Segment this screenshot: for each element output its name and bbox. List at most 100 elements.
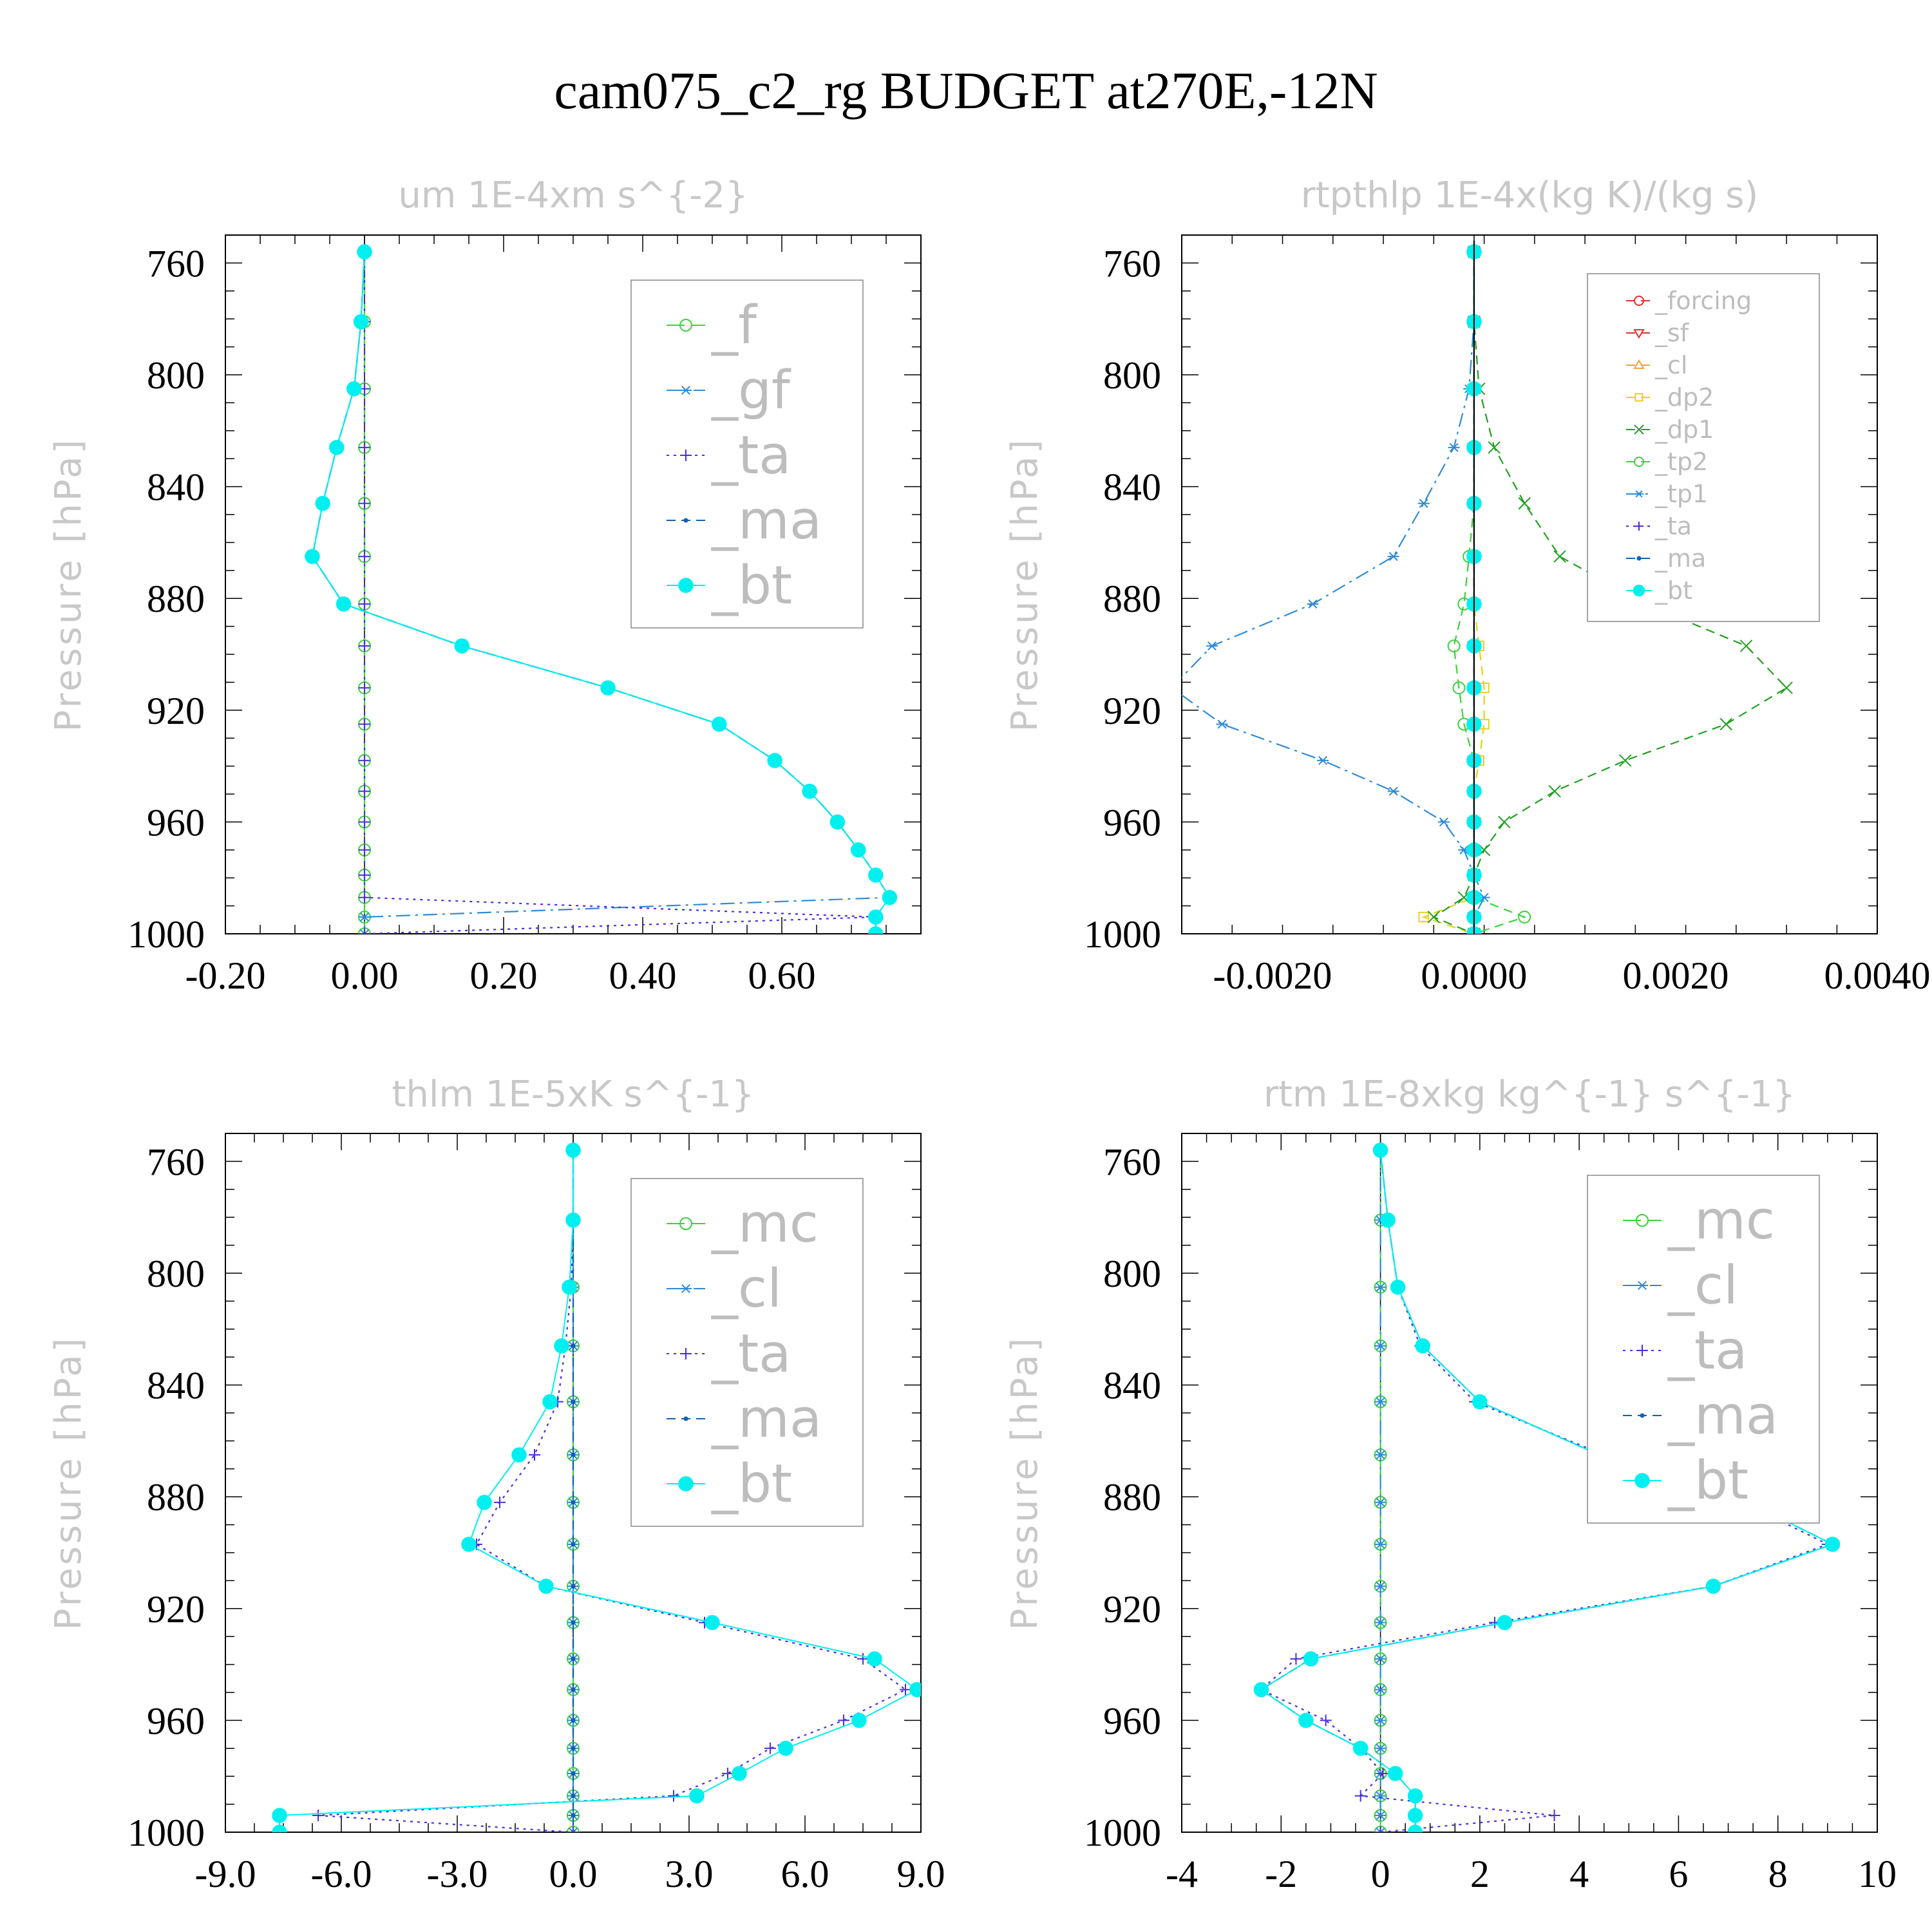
data-point xyxy=(359,928,370,934)
series-layer xyxy=(305,244,898,934)
data-point xyxy=(454,638,469,654)
data-point xyxy=(1372,1142,1388,1158)
data-point xyxy=(336,596,352,612)
data-point xyxy=(359,639,370,652)
data-point xyxy=(494,1496,506,1508)
data-point xyxy=(571,1813,576,1818)
data-point xyxy=(1374,1810,1387,1820)
data-point xyxy=(867,1651,882,1667)
x-tick-label: 4 xyxy=(1569,1853,1589,1895)
y-tick-label: 880 xyxy=(147,578,205,620)
data-point xyxy=(900,1683,911,1696)
legend-label: _ma xyxy=(1667,1385,1778,1446)
series-layer xyxy=(272,1142,921,1832)
x-tick-label: -0.20 xyxy=(185,954,266,997)
legend-item: _ta xyxy=(667,1323,791,1385)
x-tick-label: 0.0040 xyxy=(1824,954,1931,997)
series-tp1 xyxy=(1182,247,1490,934)
legend-label: _forcing xyxy=(1654,287,1752,315)
legend-item: _cl xyxy=(1626,351,1687,379)
data-point xyxy=(868,926,884,934)
data-point xyxy=(1374,1582,1387,1591)
data-point xyxy=(353,314,369,330)
legend-label: _ta xyxy=(1667,1320,1747,1381)
data-point xyxy=(1780,681,1793,694)
legend-label: _tp2 xyxy=(1654,448,1708,476)
data-point xyxy=(542,1394,558,1410)
legend-item: _dp1 xyxy=(1626,415,1714,444)
legend-marker xyxy=(1634,457,1644,467)
x-tick-label: 10 xyxy=(1858,1853,1897,1895)
legend-box xyxy=(630,279,864,629)
data-point xyxy=(571,1584,576,1589)
panel-title: um 1E-4xm s^{-2} xyxy=(398,175,748,216)
data-point xyxy=(829,814,846,830)
data-point xyxy=(1298,1712,1314,1728)
data-point xyxy=(1290,1653,1302,1665)
data-point xyxy=(461,1537,477,1552)
data-point xyxy=(1472,1394,1488,1410)
y-tick-label: 1000 xyxy=(128,1812,205,1854)
data-point xyxy=(851,842,866,858)
legend-marker xyxy=(1633,584,1645,597)
x-tick-label: 0.0000 xyxy=(1421,954,1527,997)
legend-label: _ta xyxy=(1654,512,1692,540)
data-point xyxy=(668,1790,679,1802)
data-point xyxy=(359,682,370,694)
data-point xyxy=(315,495,330,511)
data-point xyxy=(272,1824,287,1832)
data-point xyxy=(767,753,782,768)
x-tick-label: 2 xyxy=(1470,1853,1490,1895)
series-layer xyxy=(1253,1142,1841,1832)
data-point xyxy=(1448,442,1460,452)
legend-marker xyxy=(683,1416,688,1421)
data-point xyxy=(882,889,898,905)
x-tick-label: 0.60 xyxy=(748,954,816,997)
data-point xyxy=(571,1830,576,1832)
data-point xyxy=(1447,639,1461,652)
data-point xyxy=(1548,1809,1560,1821)
data-point xyxy=(1374,1450,1387,1460)
data-point xyxy=(712,716,727,732)
data-point xyxy=(346,381,362,397)
data-point xyxy=(359,441,370,453)
legend-marker xyxy=(680,385,692,395)
legend-label: _mc xyxy=(711,1193,819,1255)
legend: _f_gf_ta_ma_bt xyxy=(630,279,864,629)
panel-um: um 1E-4xm s^{-2} Pressure [hPa] 760 800 840 8… xyxy=(48,175,922,997)
data-point xyxy=(732,1766,747,1781)
legend-item: _ma xyxy=(1626,544,1706,573)
y-tick-label: 800 xyxy=(147,354,205,397)
data-point xyxy=(567,1826,579,1832)
y-tick-label: 1000 xyxy=(128,913,205,956)
data-point xyxy=(1518,910,1531,923)
legend-label: _cl xyxy=(1654,351,1687,379)
x-tick-label: 6 xyxy=(1669,1853,1688,1895)
x-tick-label: 0.20 xyxy=(470,954,538,997)
legend-item: _cl xyxy=(1623,1255,1738,1316)
legend-marker xyxy=(1634,490,1643,498)
data-point xyxy=(571,1452,576,1457)
data-point xyxy=(1374,1282,1387,1292)
x-tick-label: 0 xyxy=(1371,1853,1390,1895)
legend-item: _bt xyxy=(667,1454,792,1515)
series-bt xyxy=(272,1142,921,1832)
legend-marker xyxy=(680,450,692,461)
y-tick-label: 760 xyxy=(147,1141,205,1183)
data-point xyxy=(1374,1654,1387,1663)
data-point xyxy=(1618,754,1632,767)
data-point xyxy=(778,1741,793,1756)
data-point xyxy=(571,1687,576,1692)
data-point xyxy=(571,1718,576,1723)
y-tick-label: 960 xyxy=(147,801,205,844)
data-point xyxy=(722,1767,734,1779)
data-point xyxy=(1407,1788,1423,1804)
legend-item: _gf xyxy=(667,360,791,421)
legend-label: _tp1 xyxy=(1654,480,1708,508)
data-point xyxy=(571,1542,576,1547)
data-point xyxy=(764,1742,776,1754)
data-point xyxy=(359,718,370,730)
data-point xyxy=(1374,1826,1387,1832)
data-point xyxy=(838,1714,849,1727)
